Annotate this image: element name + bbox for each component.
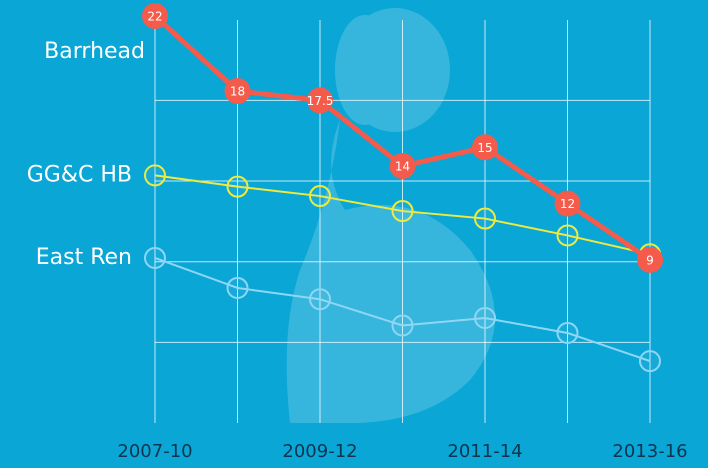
x-tick-label: 2011-14 (447, 441, 522, 462)
data-label: 9 (646, 253, 654, 267)
point (142, 3, 168, 29)
point (309, 288, 331, 311)
point (474, 207, 496, 230)
x-tick-label: 2009-12 (282, 441, 357, 462)
point (556, 224, 579, 247)
point (144, 246, 166, 269)
series-label: GG&C HB (27, 162, 132, 187)
x-tick-label: 2007-10 (117, 441, 192, 462)
point (554, 190, 581, 217)
data-label: 18 (230, 85, 245, 99)
point (639, 350, 661, 373)
point (226, 175, 249, 198)
x-tick-label: 2013-16 (612, 441, 687, 462)
series-line (154, 174, 651, 256)
data-label: 15 (477, 141, 492, 155)
series-label: Barrhead (44, 39, 145, 64)
silhouette (286, 8, 495, 423)
point (637, 246, 663, 273)
data-label: 17.5 (307, 94, 334, 108)
point (391, 314, 414, 337)
point (391, 200, 414, 223)
data-label: 22 (147, 10, 162, 24)
series-line (154, 257, 651, 363)
point (226, 276, 249, 299)
point (474, 306, 496, 329)
grid (154, 20, 651, 423)
series-label: East Ren (36, 245, 132, 270)
plot: 2007-10 2009-12 2011-14 2013-16 East Ren GG&C… (27, 3, 688, 462)
point (556, 321, 579, 344)
data-label: 12 (560, 197, 575, 211)
point (224, 78, 251, 105)
point (472, 134, 498, 161)
point (144, 164, 166, 187)
point (307, 87, 333, 114)
point (389, 153, 416, 180)
point (309, 185, 331, 208)
data-label: 14 (395, 160, 410, 174)
